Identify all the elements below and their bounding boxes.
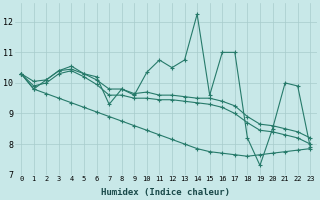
X-axis label: Humidex (Indice chaleur): Humidex (Indice chaleur) [101, 188, 230, 197]
